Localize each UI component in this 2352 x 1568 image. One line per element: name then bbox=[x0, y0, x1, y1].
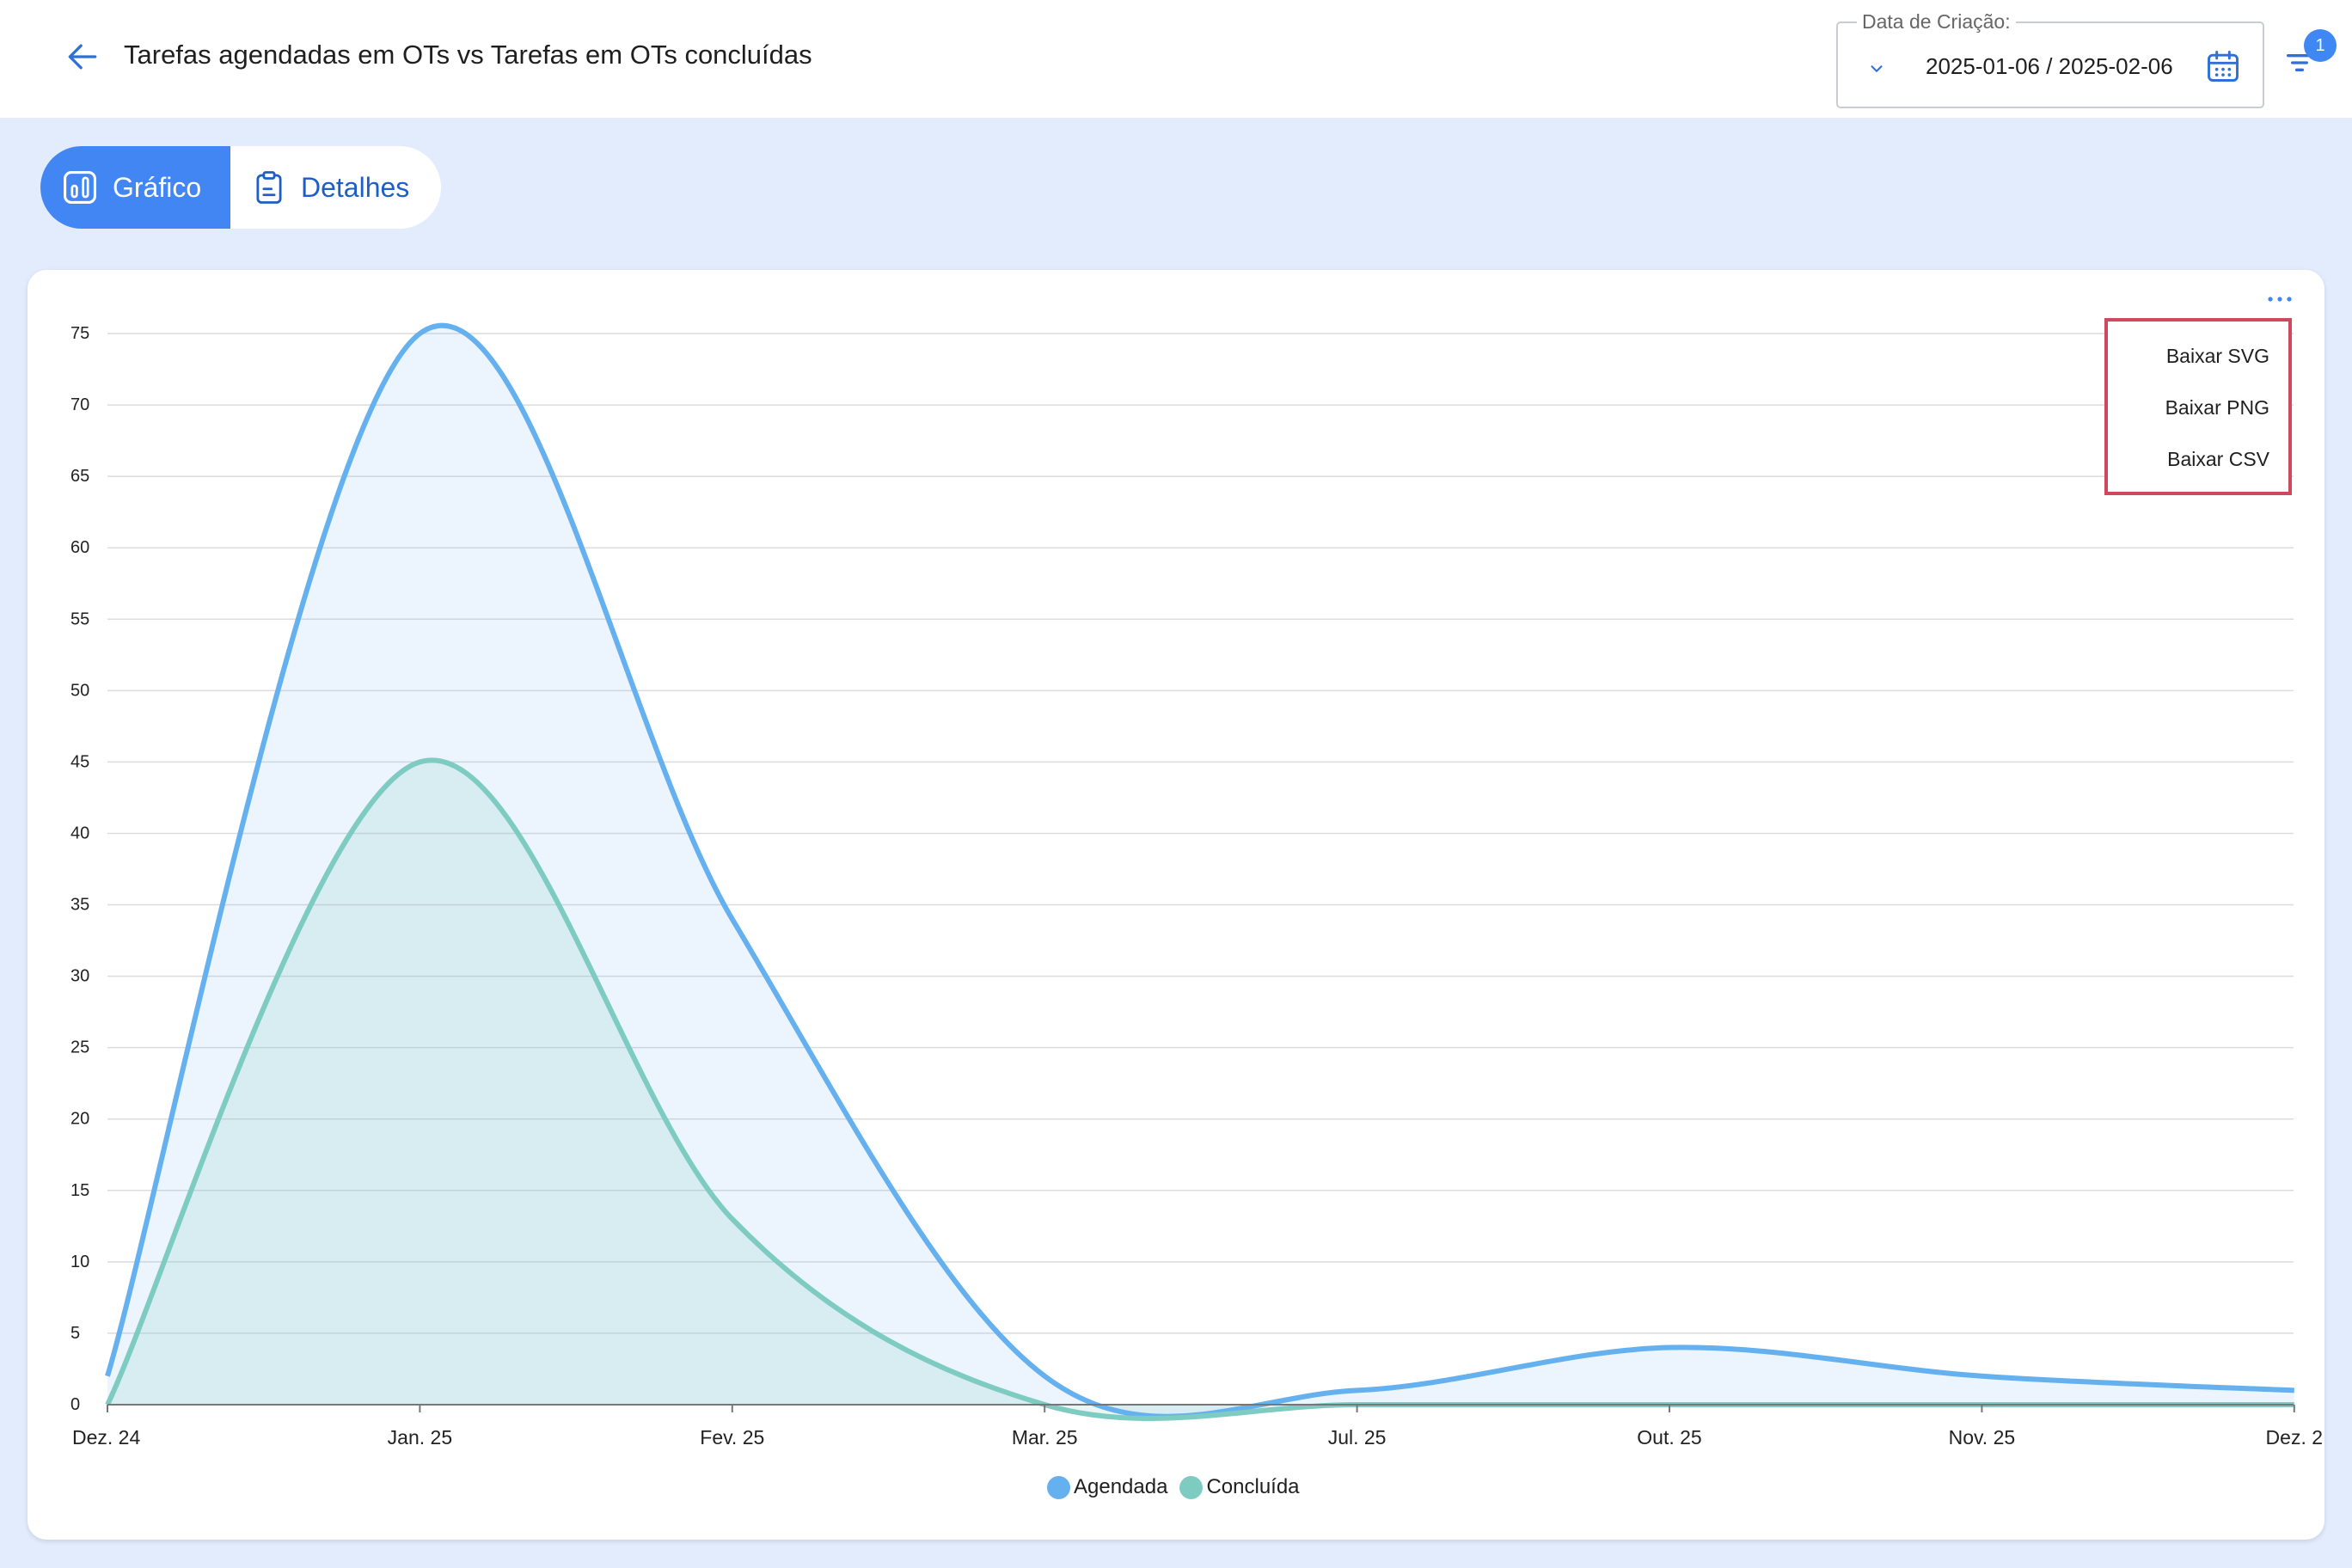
chevron-down-icon[interactable] bbox=[1864, 56, 1890, 82]
series-line-agendada bbox=[105, 322, 2294, 1419]
x-tick-label: Nov. 25 bbox=[1949, 1426, 2016, 1449]
calendar-icon[interactable] bbox=[2201, 44, 2245, 89]
legend-label-concluida: Concluída bbox=[1206, 1475, 1300, 1498]
legend-dot-agendada bbox=[1047, 1475, 1070, 1499]
y-tick-label: 20 bbox=[70, 1110, 89, 1129]
x-tick-label: Jan. 25 bbox=[388, 1426, 452, 1449]
y-tick-label: 50 bbox=[70, 681, 89, 700]
filter-count-badge: 1 bbox=[2304, 29, 2337, 62]
more-horizontal-icon bbox=[2268, 297, 2292, 302]
download-svg-item[interactable]: Baixar SVG bbox=[2165, 345, 2269, 367]
header-bar: Tarefas agendadas em OTs vs Tarefas em O… bbox=[0, 0, 2352, 118]
legend-label-agendada: Agendada bbox=[1074, 1475, 1168, 1498]
bar-chart-icon bbox=[61, 168, 99, 206]
y-tick-label: 45 bbox=[70, 752, 89, 771]
back-button[interactable] bbox=[60, 34, 105, 79]
chart-menu-button[interactable] bbox=[2250, 282, 2310, 316]
x-tick-label: Jul. 25 bbox=[1328, 1426, 1387, 1449]
tab-detalhes-label: Detalhes bbox=[301, 171, 410, 203]
tab-detalhes[interactable]: Detalhes bbox=[230, 146, 441, 229]
y-tick-label: 10 bbox=[70, 1253, 89, 1271]
y-tick-label: 60 bbox=[70, 538, 89, 557]
tab-grafico-label: Gráfico bbox=[113, 171, 202, 203]
y-tick-label: 70 bbox=[70, 395, 89, 414]
y-tick-label: 65 bbox=[70, 467, 89, 486]
y-tick-label: 25 bbox=[70, 1038, 89, 1057]
date-range-field[interactable]: Data de Criação: 2025-01-06 / 2025-02-06 bbox=[1836, 10, 2264, 108]
date-range-label: Data de Criação: bbox=[1857, 10, 2016, 34]
x-tick-label: Out. 25 bbox=[1637, 1426, 1701, 1449]
page-title: Tarefas agendadas em OTs vs Tarefas em O… bbox=[124, 40, 812, 70]
y-tick-label: 5 bbox=[70, 1324, 80, 1343]
y-tick-label: 40 bbox=[70, 824, 89, 842]
x-tick-label: Dez. 2 bbox=[2266, 1426, 2323, 1449]
y-tick-label: 15 bbox=[70, 1181, 89, 1200]
y-tick-label: 0 bbox=[70, 1395, 80, 1414]
y-tick-label: 35 bbox=[70, 896, 89, 915]
legend-item-agendada[interactable]: Agendada bbox=[1047, 1475, 1167, 1499]
tab-grafico[interactable]: Gráfico bbox=[40, 146, 230, 229]
download-png-item[interactable]: Baixar PNG bbox=[2165, 396, 2269, 419]
x-tick-label: Fev. 25 bbox=[700, 1426, 764, 1449]
arrow-left-icon bbox=[68, 44, 97, 70]
y-tick-label: 75 bbox=[70, 324, 89, 343]
x-tick-label: Mar. 25 bbox=[1012, 1426, 1078, 1449]
download-csv-item[interactable]: Baixar CSV bbox=[2167, 448, 2269, 470]
y-tick-label: 55 bbox=[70, 609, 89, 628]
chart-legend: Agendada Concluída bbox=[1047, 1475, 1312, 1499]
y-tick-label: 30 bbox=[70, 967, 89, 986]
legend-dot-concluida bbox=[1179, 1475, 1204, 1499]
view-tabs: Gráfico Detalhes bbox=[40, 146, 441, 229]
download-menu: Baixar SVG Baixar PNG Baixar CSV bbox=[2104, 318, 2292, 495]
clipboard-icon bbox=[251, 168, 287, 206]
area-fill-agendada bbox=[107, 325, 2294, 1417]
legend-item-concluida[interactable]: Concluída bbox=[1179, 1475, 1300, 1499]
area-fill-concluida bbox=[107, 760, 2294, 1418]
x-tick-label: Dez. 24 bbox=[72, 1426, 140, 1449]
date-range-value[interactable]: 2025-01-06 / 2025-02-06 bbox=[1926, 53, 2173, 79]
